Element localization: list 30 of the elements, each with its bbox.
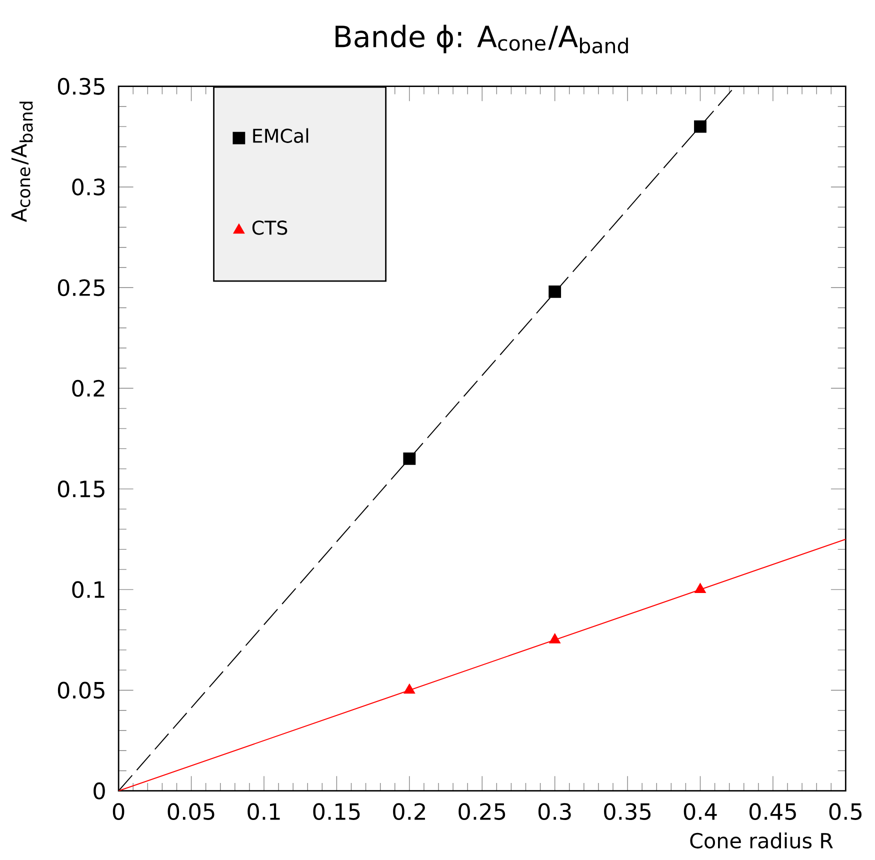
x-axis-title: Cone radius R: [690, 832, 833, 848]
y-tick-label: 0.05: [58, 682, 104, 699]
point: [694, 583, 706, 594]
y-tick-label: 0.35: [58, 78, 104, 95]
x-tick-label: 0.1: [248, 803, 280, 820]
y-tick-label: 0.3: [72, 178, 105, 196]
x-tick-label: 0.4: [684, 803, 717, 820]
x-tick-label: 0.05: [168, 803, 214, 820]
legend-label: CTS: [252, 220, 288, 235]
point: [694, 120, 706, 133]
x-tick-label: 0.2: [393, 803, 425, 820]
point: [549, 634, 560, 644]
point: [548, 285, 562, 298]
x-tick-label: 0: [112, 803, 124, 820]
point: [404, 684, 415, 694]
y-tick-label: 0.15: [58, 480, 104, 498]
y-tick-label: 0.1: [72, 581, 104, 598]
chart-title: Bande ϕ: A$_{cone}$/A$_{band}$: [336, 24, 628, 54]
y-tick-label: 0.2: [72, 380, 104, 397]
x-tick-label: 0.15: [313, 803, 360, 820]
x-tick-label: 0.25: [458, 803, 506, 820]
point: [403, 452, 416, 465]
x-tick-label: 0.3: [538, 803, 571, 820]
y-tick-label: 0.25: [58, 279, 104, 296]
legend-label: EMCal: [253, 128, 308, 143]
x-tick-label: 0.5: [829, 803, 862, 820]
y-axis-title: A$_{cone}$/A$_{band}$: [11, 102, 33, 222]
x-tick-label: 0.45: [749, 803, 796, 820]
x-tick-label: 0.35: [604, 803, 651, 820]
y-tick-label: 0: [94, 782, 105, 800]
